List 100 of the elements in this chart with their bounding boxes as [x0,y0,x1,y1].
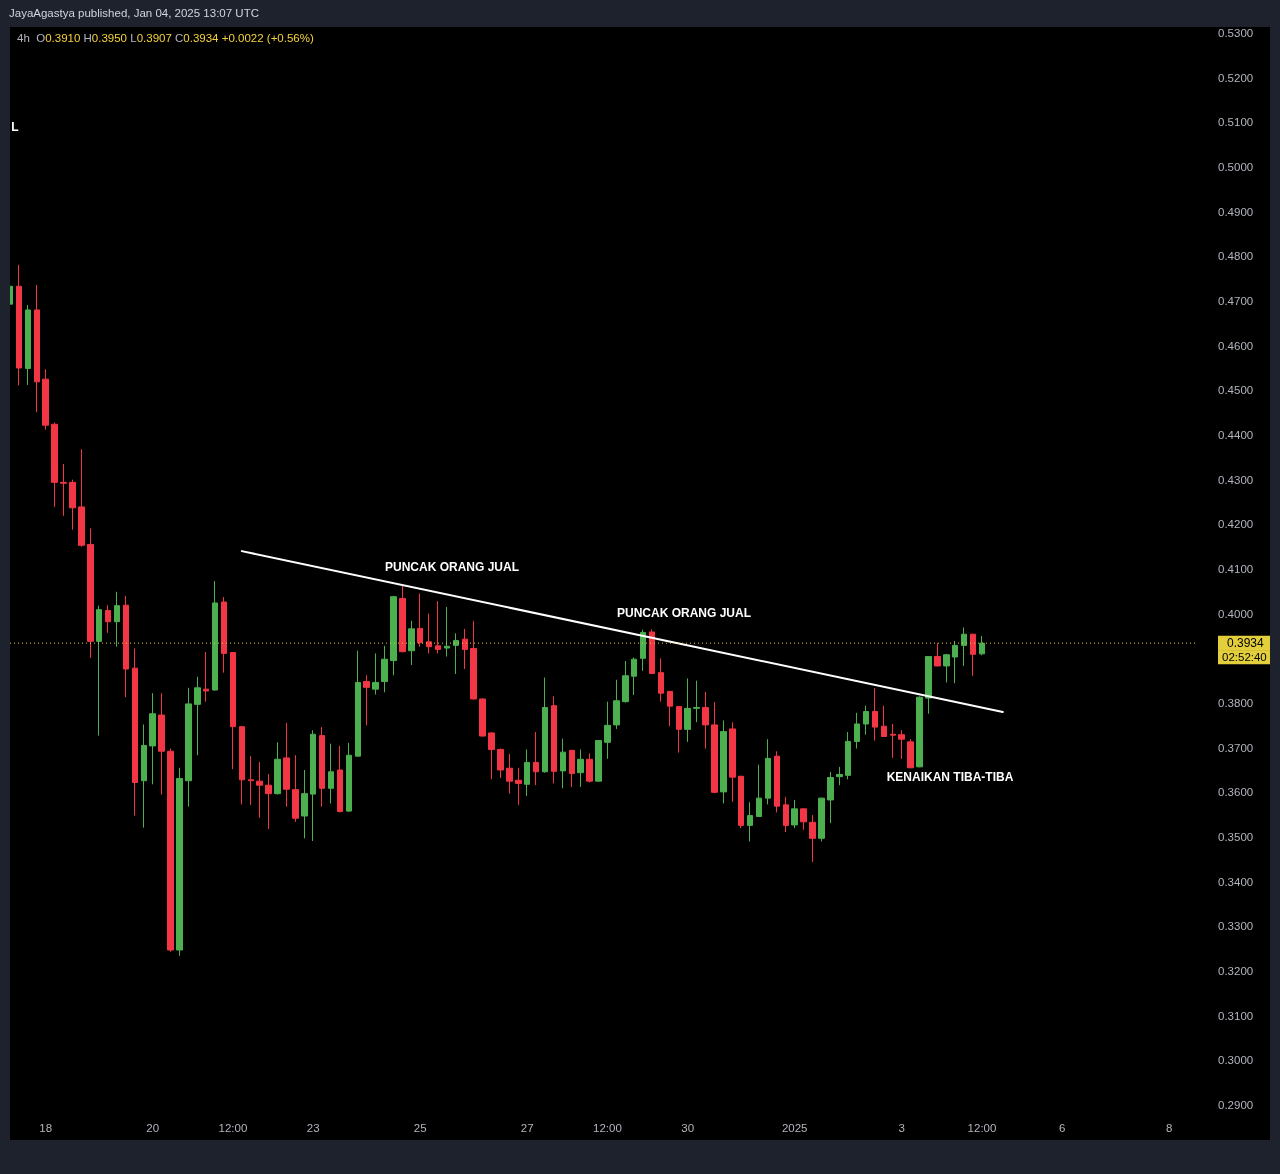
x-tick-label: 27 [520,1122,534,1134]
candlestick [898,729,905,760]
candlestick [470,620,477,700]
candlestick [346,742,352,813]
candlestick [506,753,513,795]
candlestick [265,773,272,830]
candlestick [542,677,548,774]
y-tick-label: 0.5300 [1218,27,1254,39]
annotation: PUNCAK ORANG JUAL [385,559,520,574]
candlestick [16,264,22,386]
chart-title: 4h [17,32,30,44]
y-tick-label: 0.4300 [1218,473,1254,486]
candlestick [78,448,85,548]
y-tick-label: 0.5200 [1218,71,1254,84]
y-tick-label: 0.4100 [1218,563,1254,575]
text: 02:52:40 [1222,651,1267,664]
candlestick [890,723,896,759]
candlestick [114,591,120,648]
candlestick [970,633,976,677]
y-tick-label: 0.4500 [1218,384,1254,397]
y-tick-label: 0.5000 [1218,161,1254,173]
x-tick-label: 23 [306,1122,320,1134]
candlestick [979,635,985,656]
candlestick [658,657,664,703]
candlestick [872,687,878,742]
candlestick [141,723,147,829]
candlestick [533,731,539,786]
candlestick [667,690,673,727]
x-tick-label: 8 [1166,1122,1173,1134]
x-tick-label: 12:00 [593,1122,622,1134]
y-tick-label: 0.4200 [1218,518,1254,531]
x-tick-label: 3 [898,1122,905,1134]
candlestick [595,739,602,783]
x-tick-label: 12:00 [218,1122,248,1134]
candlestick [916,695,923,768]
candlestick [800,807,807,831]
candlestick [167,748,174,953]
candlestick [283,722,290,808]
candlestick [363,674,370,726]
candlestick [230,652,236,770]
candlestick [132,648,138,817]
candlestick [123,595,129,698]
y-tick-label: 0.4600 [1218,339,1254,352]
candlestick [328,743,334,804]
y-tick-label: 0.3100 [1218,1009,1254,1022]
candlestick [292,754,299,823]
candlestick [310,729,316,842]
candlestick [51,421,58,508]
candlestick [845,731,851,780]
candlestick [417,593,423,648]
y-tick-label: 0.3000 [1218,1054,1254,1067]
candlestick [961,627,967,667]
candlestick [176,767,183,957]
candlestick [435,600,441,654]
candlestick [702,691,709,750]
candlestick [34,284,40,413]
candlestick [693,680,700,723]
candlestick [676,705,682,754]
x-tick-label: 30 [681,1122,695,1134]
x-tick-label: 25 [413,1122,427,1134]
y-tick-label: 0.4900 [1218,205,1254,218]
y-tick-label: 0.2900 [1218,1099,1254,1111]
candlestick [462,628,468,670]
candlestick [381,645,388,693]
y-tick-label: 0.3200 [1218,965,1254,977]
y-tick-label: 0.3400 [1218,875,1254,888]
candlestick [453,632,459,675]
candlestick [399,585,406,654]
candlestick [640,629,646,672]
candlestick [925,655,932,715]
y-tick-label: 0.4000 [1218,607,1254,620]
candlestick [408,620,415,666]
candlestick [631,656,637,696]
candlestick [809,814,816,863]
candlestick [586,752,593,784]
text: O0.3910 H0.3950 L0.3907 C0.3934 +0.0022 (+0.56%) [36,32,314,44]
candlestick [863,705,869,736]
candlestick [569,749,575,788]
candlestick [711,701,718,794]
candlestick [818,797,825,842]
candlestick [194,676,201,756]
candlestick [649,628,655,675]
candlestick [69,479,76,531]
x-tick-label: 20 [146,1122,160,1134]
candlestick [881,705,887,738]
candlestick [337,745,343,813]
candlestick [827,771,834,824]
candlestick [943,653,950,683]
y-tick-label: 0.3700 [1218,741,1254,754]
y-tick-label: 0.3600 [1218,786,1254,799]
candlestick [684,677,691,743]
candlestick [907,738,914,769]
candlestick [105,604,111,634]
candlestick [479,698,486,737]
candlestick [756,764,762,818]
candlestick [274,741,281,796]
x-tick-label: 6 [1059,1122,1066,1134]
candlestick [96,605,102,737]
candlestick [720,719,727,804]
x-tick-label: 18 [39,1122,53,1134]
